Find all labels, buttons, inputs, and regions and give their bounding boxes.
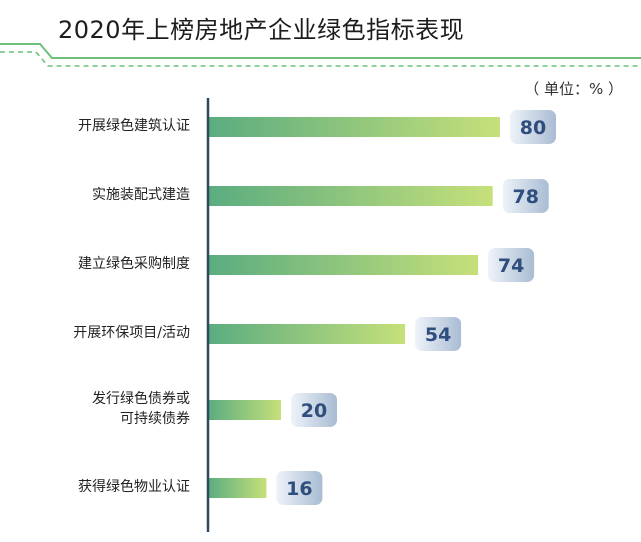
value-label-3: 54 — [425, 324, 451, 346]
category-label-0: 开展绿色建筑认证 — [78, 118, 190, 134]
value-label-0: 80 — [520, 117, 546, 139]
bar-0 — [208, 117, 500, 137]
category-label-4-1: 可持续债券 — [120, 411, 190, 427]
bar-5 — [208, 478, 267, 498]
bar-3 — [208, 324, 406, 344]
value-badge-2 — [488, 248, 535, 282]
value-label-4: 20 — [301, 400, 327, 422]
bar-4 — [208, 400, 281, 420]
category-label-3: 开展环保项目/活动 — [73, 325, 190, 341]
category-label-4-0: 发行绿色债券或 — [92, 391, 190, 407]
category-label-1: 实施装配式建造 — [92, 187, 190, 203]
value-badge-0 — [510, 110, 556, 144]
value-label-1: 78 — [512, 186, 538, 208]
value-label-2: 74 — [498, 255, 524, 277]
chart-title: 2020年上榜房地产企业绿色指标表现 — [58, 16, 465, 44]
value-badge-5 — [276, 471, 323, 505]
unit-label: （ 单位：% ） — [524, 80, 623, 98]
category-label-2: 建立绿色采购制度 — [78, 256, 190, 272]
category-label-5: 获得绿色物业认证 — [78, 479, 190, 495]
bar-1 — [208, 186, 493, 206]
value-label-5: 16 — [286, 478, 312, 500]
value-badge-3 — [415, 317, 462, 351]
bar-2 — [208, 255, 479, 275]
value-badge-1 — [502, 179, 549, 213]
value-badge-4 — [291, 393, 337, 427]
title-decoration-lines — [0, 43, 641, 67]
